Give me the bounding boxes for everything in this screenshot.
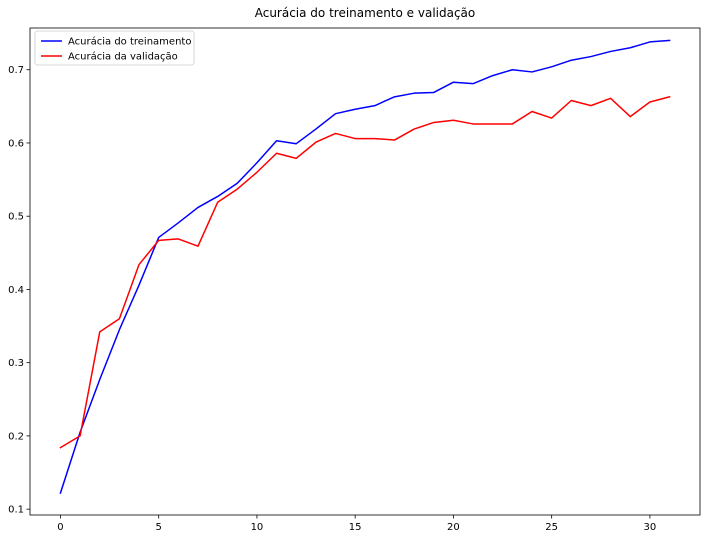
x-tick-label: 5	[156, 522, 162, 533]
series-layer	[59, 39, 671, 494]
legend-label-1: Acurácia do treinamento	[68, 36, 191, 48]
y-tick-label: 0.4	[8, 285, 24, 296]
x-tick-label: 30	[644, 522, 657, 533]
x-tick-label: 20	[447, 522, 460, 533]
x-tick-label: 0	[57, 522, 63, 533]
x-tick-label: 10	[251, 522, 264, 533]
y-tick-label: 0.7	[8, 65, 24, 76]
legend-box	[34, 30, 195, 66]
plot-frame	[29, 27, 701, 516]
y-tick-label: 0.1	[8, 505, 24, 516]
series-line-2	[59, 95, 671, 449]
y-tick-label: 0.6	[8, 138, 24, 149]
y-tick-label: 0.5	[8, 212, 24, 223]
x-tick-label: 25	[545, 522, 558, 533]
axes-layer: 0 5 10 15 20 25 30 0.1 0.2 0.3 0.4 0.5 0.6 0.7	[8, 27, 701, 533]
chart-title: Acurácia do treinamento e validação	[255, 6, 476, 20]
x-tick-label: 15	[349, 522, 362, 533]
legend-label-2: Acurácia da validação	[68, 51, 178, 63]
y-tick-label: 0.3	[8, 358, 24, 369]
series-line-1	[59, 39, 671, 494]
legend: Acurácia do treinamento Acurácia da valid…	[34, 30, 195, 66]
y-tick-label: 0.2	[8, 431, 24, 442]
